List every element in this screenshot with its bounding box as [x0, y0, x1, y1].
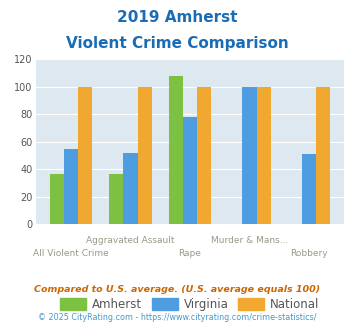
- Legend: Amherst, Virginia, National: Amherst, Virginia, National: [56, 293, 324, 315]
- Bar: [257, 87, 271, 224]
- Bar: [78, 87, 92, 224]
- Text: Aggravated Assault: Aggravated Assault: [86, 236, 175, 245]
- Bar: [316, 87, 330, 224]
- Text: © 2025 CityRating.com - https://www.cityrating.com/crime-statistics/: © 2025 CityRating.com - https://www.city…: [38, 314, 317, 322]
- Bar: [242, 87, 257, 224]
- Text: Murder & Mans...: Murder & Mans...: [211, 236, 288, 245]
- Bar: [64, 149, 78, 224]
- Text: Violent Crime Comparison: Violent Crime Comparison: [66, 36, 289, 51]
- Text: 2019 Amherst: 2019 Amherst: [117, 10, 238, 25]
- Bar: [138, 87, 152, 224]
- Text: All Violent Crime: All Violent Crime: [33, 249, 109, 258]
- Text: Compared to U.S. average. (U.S. average equals 100): Compared to U.S. average. (U.S. average …: [34, 285, 321, 294]
- Bar: [109, 174, 123, 224]
- Bar: [123, 153, 138, 224]
- Bar: [183, 117, 197, 224]
- Text: Rape: Rape: [179, 249, 201, 258]
- Text: Robbery: Robbery: [290, 249, 328, 258]
- Bar: [302, 154, 316, 224]
- Bar: [169, 76, 183, 224]
- Bar: [50, 174, 64, 224]
- Bar: [197, 87, 211, 224]
